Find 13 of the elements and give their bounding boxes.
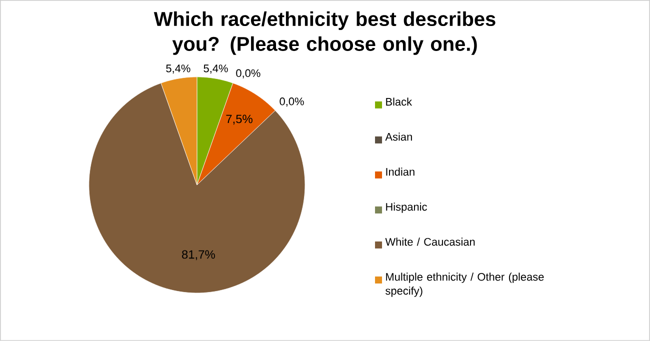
data-label: 81,7% (182, 250, 215, 260)
data-label: 7,5% (226, 114, 252, 125)
chart-title: Which race/ethnicity best describes you? (Please choose only one.) (154, 11, 496, 55)
legend-label: White / Caucasian (385, 238, 475, 246)
legend-label: Hispanic (386, 202, 427, 213)
text: 0,0% (280, 98, 304, 107)
legend-label: Indian (386, 168, 414, 176)
legend-label: Multiple ethnicity / Other (please specify) (386, 272, 544, 297)
data-label: 5,4% (166, 64, 190, 74)
text: 0,0% (236, 69, 260, 78)
data-label: 5,4% (204, 64, 228, 74)
legend-label: Black (386, 98, 412, 106)
legend-label: Asian (385, 132, 412, 141)
